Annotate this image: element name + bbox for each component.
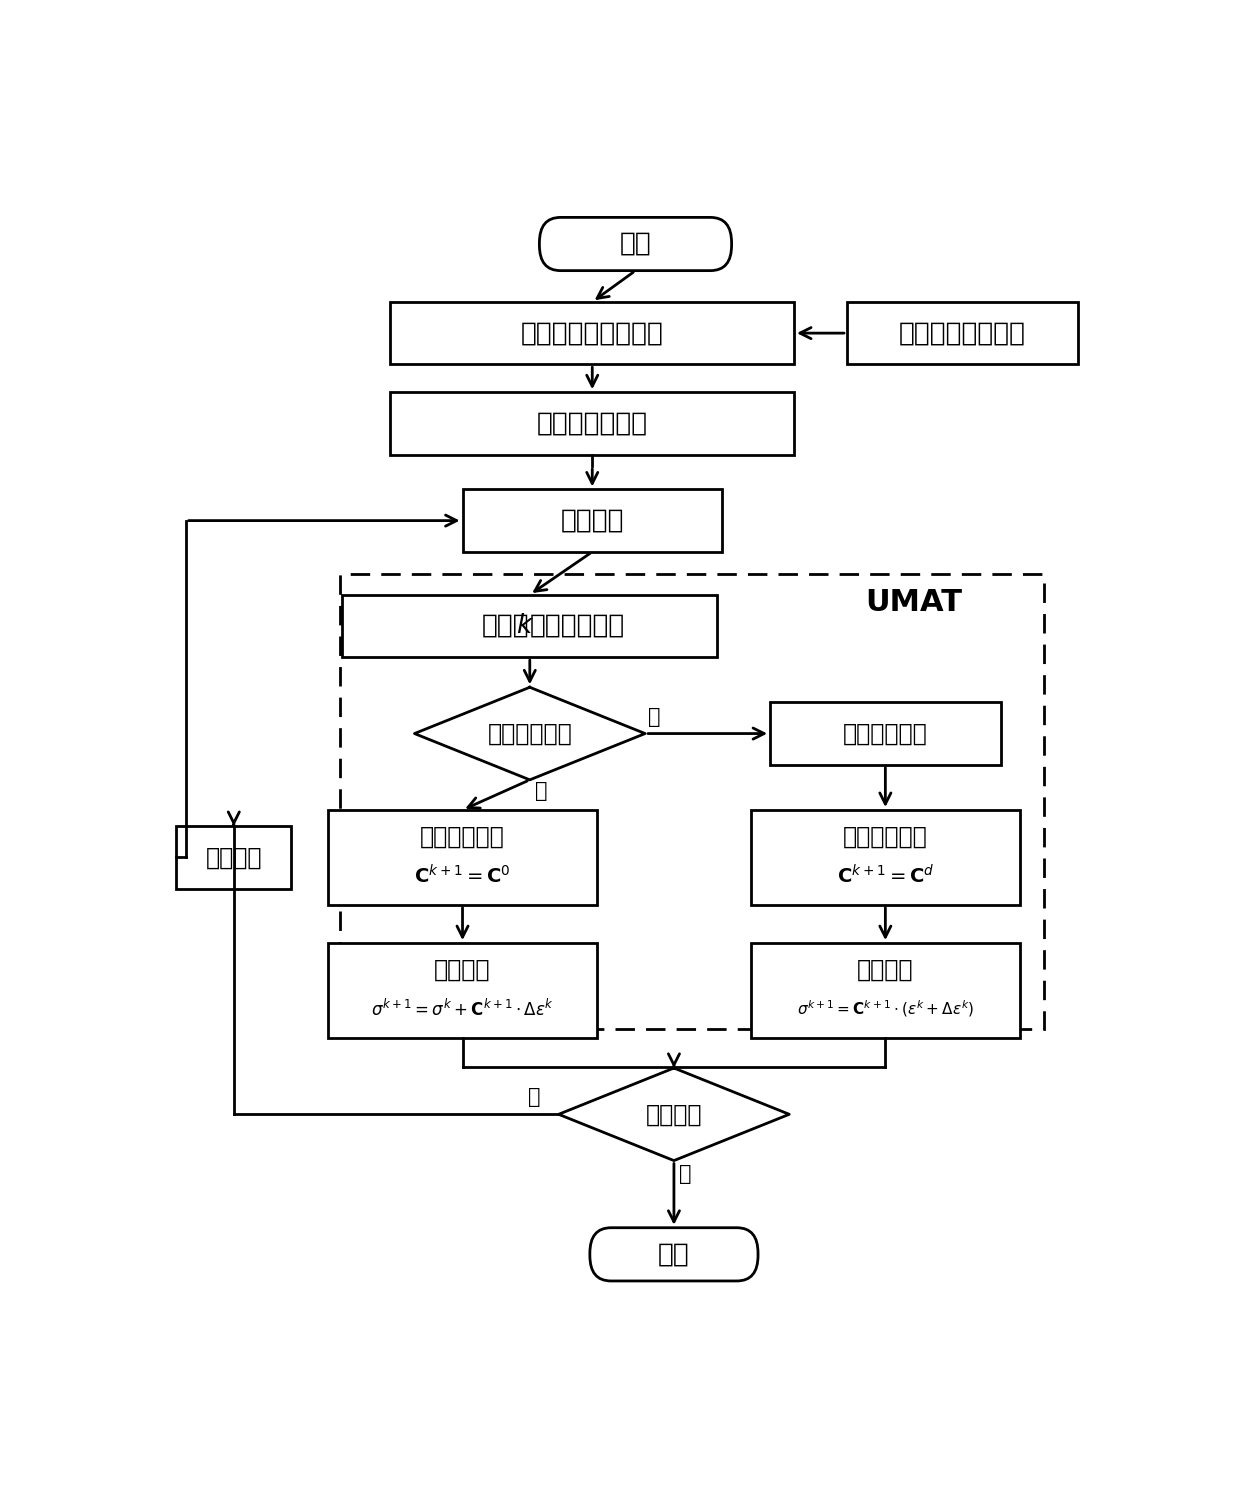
Bar: [391, 302, 794, 364]
Text: 材料刚度退化: 材料刚度退化: [843, 721, 928, 745]
Text: $\mathbf{C}^{k+1}=\mathbf{C}^{0}$: $\mathbf{C}^{k+1}=\mathbf{C}^{0}$: [414, 864, 511, 887]
Text: 增量步的应力: 增量步的应力: [529, 613, 625, 639]
Text: 应力分析: 应力分析: [560, 508, 624, 534]
Bar: [176, 827, 291, 888]
Text: $\sigma^{k+1}=\mathbf{C}^{k+1}\cdot(\varepsilon^k+\Delta\varepsilon^k)$: $\sigma^{k+1}=\mathbf{C}^{k+1}\cdot(\var…: [797, 998, 973, 1019]
Text: 计算刚度矩阵: 计算刚度矩阵: [843, 825, 928, 849]
FancyBboxPatch shape: [539, 218, 732, 271]
Text: 计算刚度矩阵: 计算刚度矩阵: [420, 825, 505, 849]
Text: 建立有限元模型: 建立有限元模型: [537, 410, 647, 436]
Text: $\sigma^{k+1}=\sigma^k+\mathbf{C}^{k+1}\cdot\Delta\varepsilon^k$: $\sigma^{k+1}=\sigma^k+\mathbf{C}^{k+1}\…: [371, 998, 554, 1019]
Polygon shape: [414, 687, 645, 780]
Text: 增大载荷: 增大载荷: [206, 845, 262, 869]
Text: 更新应力: 更新应力: [434, 957, 491, 981]
Bar: [463, 490, 722, 552]
Text: $\mathbf{C}^{k+1}=\mathbf{C}^{d}$: $\mathbf{C}^{k+1}=\mathbf{C}^{d}$: [837, 864, 934, 887]
Text: 建立双线性本构模型: 建立双线性本构模型: [521, 320, 663, 346]
Text: 是: 是: [680, 1165, 692, 1184]
Bar: [340, 574, 1044, 1028]
Text: 检查材料失效: 检查材料失效: [487, 721, 572, 745]
Text: 否: 否: [536, 782, 548, 801]
Text: 结构失效: 结构失效: [646, 1102, 702, 1126]
Bar: [847, 302, 1078, 364]
Bar: [327, 942, 598, 1039]
Text: 停止: 停止: [658, 1241, 689, 1267]
Bar: [342, 595, 717, 657]
Text: 开始: 开始: [620, 231, 651, 257]
Bar: [327, 810, 598, 905]
FancyBboxPatch shape: [590, 1228, 758, 1281]
Bar: [751, 942, 1021, 1039]
Text: 材料应力应变曲线: 材料应力应变曲线: [899, 320, 1025, 346]
Bar: [391, 392, 794, 454]
Polygon shape: [559, 1069, 789, 1160]
Text: UMAT: UMAT: [866, 588, 962, 618]
Bar: [770, 702, 1001, 765]
Text: 是: 是: [649, 708, 661, 727]
Text: 否: 否: [528, 1087, 541, 1106]
Text: 更新应力: 更新应力: [857, 957, 914, 981]
Text: $k$: $k$: [516, 613, 534, 639]
Bar: [751, 810, 1021, 905]
Text: 提取第: 提取第: [482, 613, 529, 639]
